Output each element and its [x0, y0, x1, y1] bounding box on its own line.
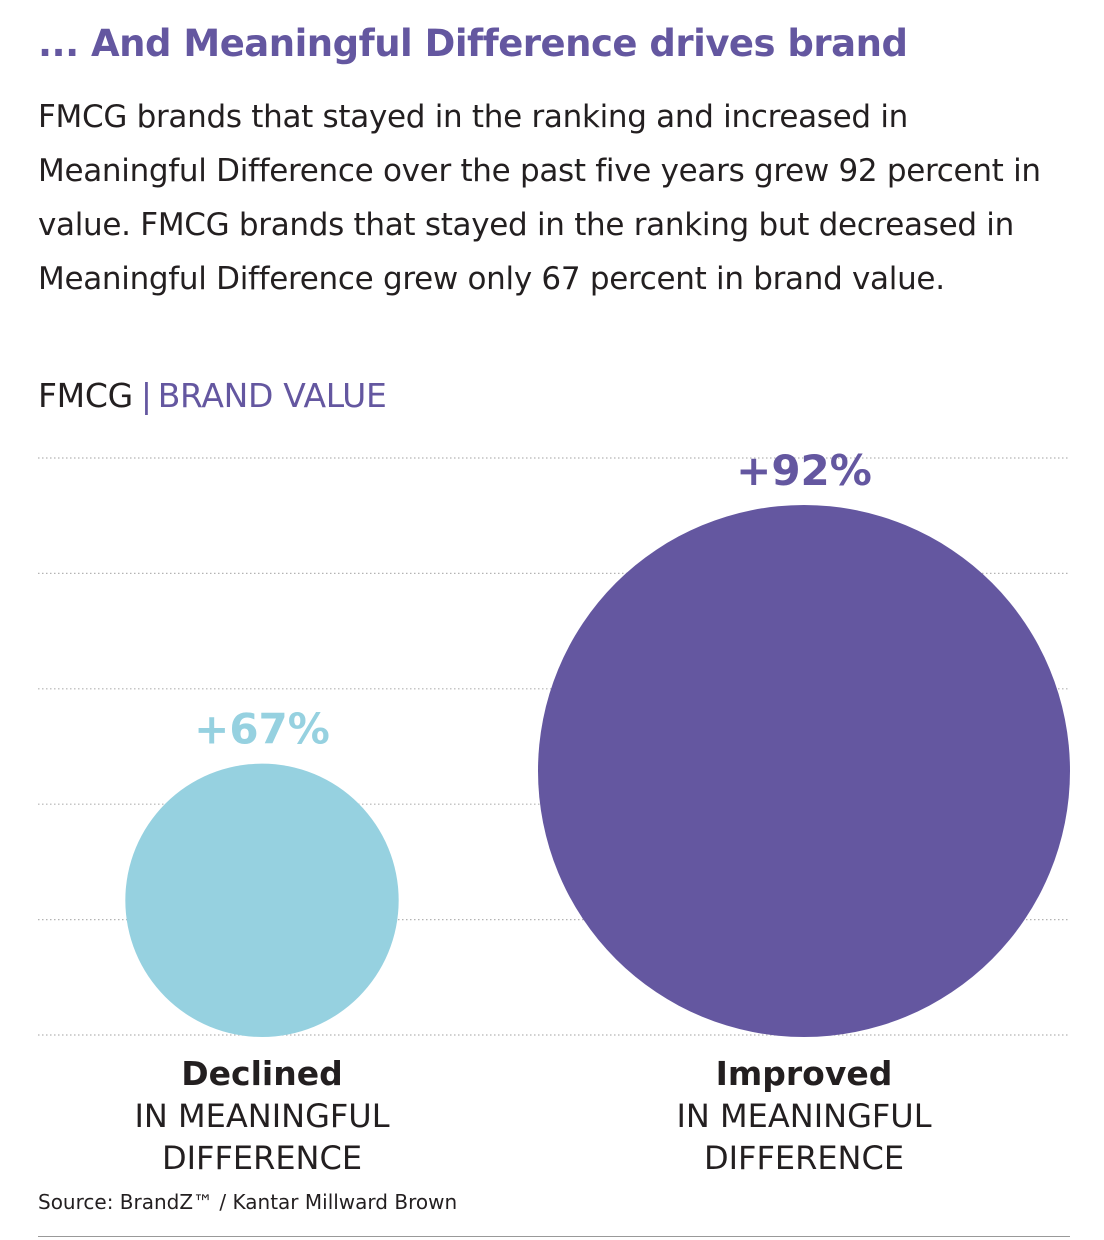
- bubble-chart: +67% Declined IN MEANINGFUL DIFFERENCE +92% I…: [38, 446, 1070, 1177]
- category-label-declined: Declined: [181, 1054, 342, 1093]
- bubble-improved: [538, 505, 1070, 1037]
- chart-label-separator: |: [140, 376, 152, 415]
- category-sublabel-declined: IN MEANINGFUL: [134, 1097, 389, 1135]
- category-sublabel-improved: IN MEANINGFUL: [676, 1097, 931, 1135]
- category-label-improved: Improved: [716, 1054, 893, 1093]
- chart-label-metric: BRAND VALUE: [157, 376, 387, 415]
- category-sublabel-declined: DIFFERENCE: [162, 1139, 362, 1177]
- bubble-declined: [125, 763, 399, 1037]
- value-label-improved: +92%: [736, 446, 872, 495]
- bottom-divider: [38, 1236, 1070, 1237]
- intro-paragraph: FMCG brands that stayed in the ranking a…: [38, 99, 1041, 297]
- chart-labels: +67% Declined IN MEANINGFUL DIFFERENCE +92% I…: [134, 446, 931, 1177]
- source-note: Source: BrandZ™ / Kantar Millward Brown: [38, 1190, 458, 1214]
- value-label-declined: +67%: [194, 705, 330, 754]
- chart-bubbles: [125, 505, 1070, 1037]
- category-sublabel-improved: DIFFERENCE: [704, 1139, 904, 1177]
- chart-label: FMCG | BRAND VALUE: [38, 376, 387, 415]
- chart-label-category: FMCG: [38, 376, 133, 415]
- page-headline: ... And Meaningful Difference drives bra…: [38, 22, 908, 65]
